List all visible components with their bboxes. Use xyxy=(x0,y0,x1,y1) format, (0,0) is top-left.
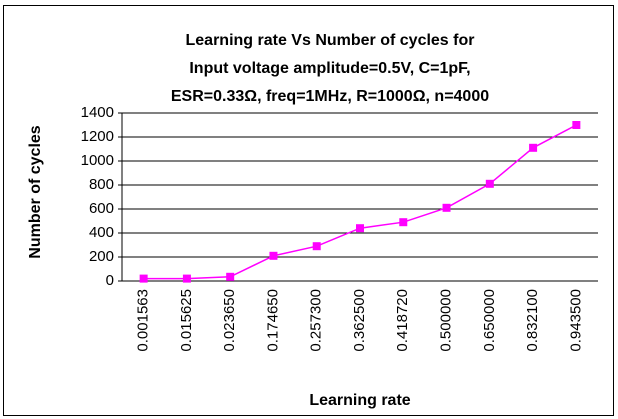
x-tick-label: 0.418720 xyxy=(394,289,411,352)
x-tick-label: 0.650000 xyxy=(481,289,498,352)
marker xyxy=(356,224,364,233)
y-tick-label: 800 xyxy=(89,176,114,193)
marker xyxy=(399,218,408,227)
chart-title: Input voltage amplitude=0.5V, C=1pF, xyxy=(189,60,470,77)
marker xyxy=(182,274,191,283)
marker xyxy=(139,274,148,283)
y-tick-label: 400 xyxy=(89,224,114,241)
x-tick-label: 0.015625 xyxy=(178,289,195,352)
marker xyxy=(226,272,235,281)
x-tick-label: 0.500000 xyxy=(438,289,455,352)
y-tick-label: 1200 xyxy=(81,128,114,145)
marker xyxy=(442,203,451,212)
marker xyxy=(529,143,538,152)
x-tick-label: 0.023650 xyxy=(221,289,238,352)
x-tick-label: 0.257300 xyxy=(308,289,325,352)
y-tick-label: 200 xyxy=(89,248,114,265)
marker xyxy=(485,179,494,188)
x-tick-label: 0.832100 xyxy=(524,289,541,352)
y-tick-label: 600 xyxy=(89,200,114,217)
y-tick-label: 1000 xyxy=(81,152,114,169)
x-tick-label: 0.001563 xyxy=(135,289,152,352)
y-axis-title: Number of cycles xyxy=(27,125,44,258)
chart-border xyxy=(3,5,614,416)
y-tick-label: 1400 xyxy=(81,104,114,121)
x-axis-title: Learning rate xyxy=(309,392,410,409)
x-tick-label: 0.943500 xyxy=(567,289,584,352)
chart-title: Learning rate Vs Number of cycles for xyxy=(186,32,475,49)
y-tick-label: 0 xyxy=(106,272,114,289)
marker xyxy=(269,251,278,260)
chart-title: ESR=0.33Ω, freq=1MHz, R=1000Ω, n=4000 xyxy=(171,88,489,105)
marker xyxy=(312,242,321,251)
marker xyxy=(572,121,581,129)
x-tick-label: 0.174650 xyxy=(264,289,281,352)
x-tick-label: 0.362500 xyxy=(351,289,368,352)
